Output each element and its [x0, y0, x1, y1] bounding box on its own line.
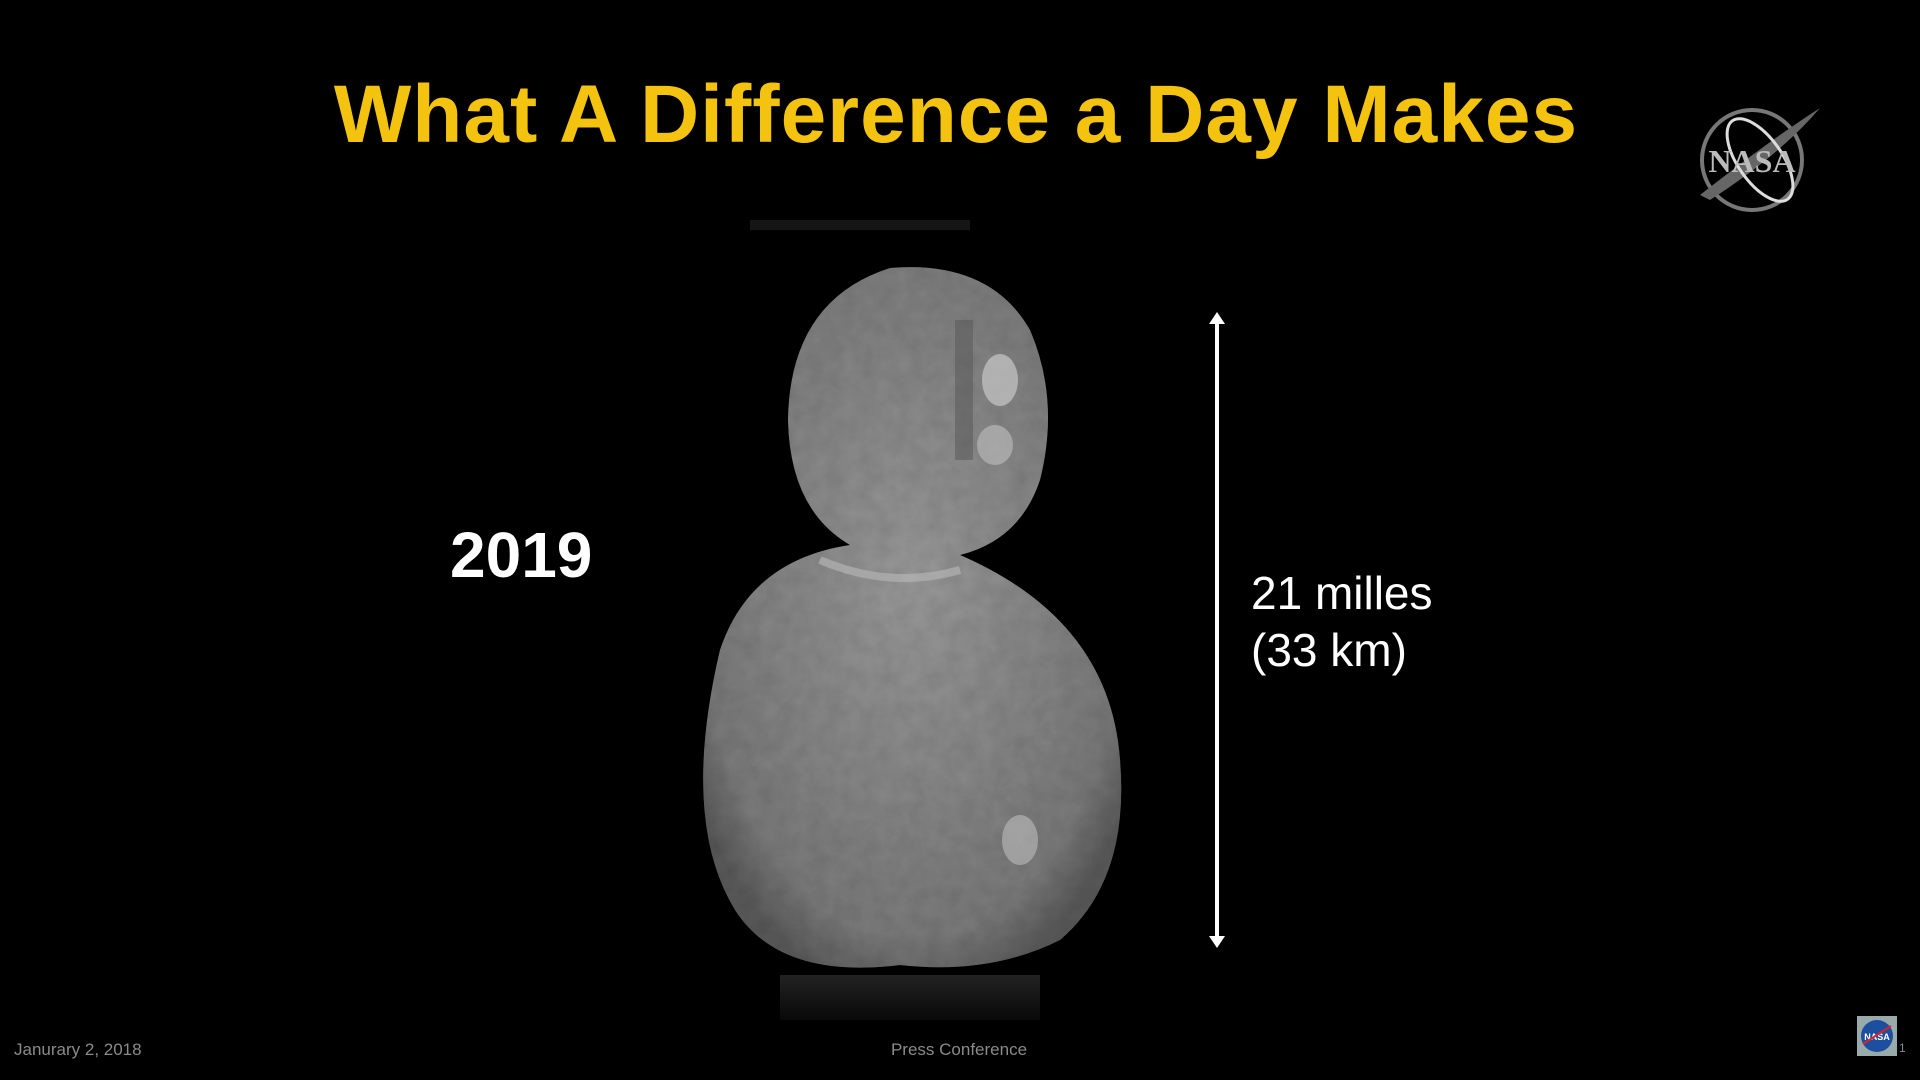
svg-text:NASA: NASA — [1864, 1032, 1890, 1042]
svg-text:NASA: NASA — [1708, 143, 1795, 179]
size-arrow — [1209, 312, 1225, 948]
arrokoth-image — [703, 220, 1122, 1020]
slide-title: What A Difference a Day Makes — [333, 69, 1579, 160]
footer-event: Press Conference — [890, 1040, 1028, 1059]
dimension-label: 21 milles (33 km) — [1251, 565, 1433, 679]
year-label: 2019 — [450, 519, 593, 591]
page-number: 1 — [1899, 1041, 1906, 1055]
nasa-logo: NASA — [1700, 108, 1820, 212]
dimension-km: (33 km) — [1251, 624, 1407, 676]
dimension-miles: 21 milles — [1251, 567, 1433, 619]
nasa-meatball-icon: NASA — [1857, 1016, 1897, 1056]
footer-date: Janurary 2, 2018 — [14, 1040, 142, 1059]
